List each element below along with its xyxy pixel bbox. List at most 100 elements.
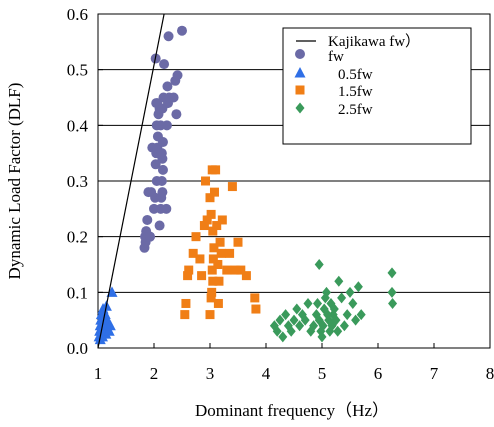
- x-tick-label: 5: [318, 364, 327, 383]
- data-point: [278, 331, 288, 343]
- data-point: [142, 214, 153, 225]
- data-point: [342, 309, 352, 321]
- data-point: [191, 232, 201, 242]
- data-point: [197, 271, 207, 281]
- legend-marker-icon: [295, 49, 305, 59]
- data-point: [208, 226, 218, 236]
- data-point: [225, 248, 235, 258]
- data-point: [171, 109, 182, 120]
- legend-label: Kajikawa fw）: [328, 33, 420, 50]
- data-point: [222, 265, 232, 275]
- data-point: [303, 297, 313, 309]
- data-point: [286, 325, 296, 337]
- data-point: [313, 297, 323, 309]
- data-point: [208, 254, 218, 264]
- data-point: [295, 320, 305, 332]
- data-point: [275, 314, 285, 326]
- data-point: [216, 248, 226, 258]
- data-point: [292, 303, 302, 315]
- data-point: [339, 320, 349, 332]
- data-point: [163, 31, 174, 42]
- data-point: [104, 319, 116, 331]
- data-point: [157, 164, 168, 175]
- series-2-5fw: [269, 259, 398, 343]
- data-point: [227, 182, 237, 192]
- data-point: [180, 310, 190, 320]
- y-tick-label: 0.3: [67, 172, 88, 191]
- data-point: [157, 187, 168, 198]
- x-tick-label: 4: [262, 364, 271, 383]
- data-point: [356, 309, 366, 321]
- data-point: [195, 254, 205, 264]
- legend-item-fw: fw: [295, 49, 344, 65]
- y-tick-label: 0.6: [67, 5, 88, 24]
- data-point: [251, 304, 261, 314]
- data-point: [157, 137, 168, 148]
- data-point: [213, 298, 223, 308]
- data-point: [241, 271, 251, 281]
- data-point: [156, 176, 167, 186]
- data-point: [205, 310, 215, 320]
- data-point: [103, 325, 115, 336]
- data-point: [281, 309, 291, 321]
- data-points: [93, 25, 398, 345]
- data-point: [211, 165, 221, 175]
- data-point: [188, 248, 198, 258]
- data-point: [388, 297, 398, 309]
- data-point: [333, 325, 343, 337]
- y-axis-ticks: 0.0 0.1 0.2 0.3 0.4 0.5 0.6: [67, 5, 103, 358]
- x-tick-label: 6: [374, 364, 383, 383]
- data-point: [329, 303, 339, 315]
- x-tick-label: 2: [150, 364, 159, 383]
- data-point: [289, 314, 299, 326]
- legend-marker-icon: [295, 85, 305, 95]
- data-point: [250, 293, 260, 303]
- data-point: [202, 215, 212, 225]
- y-tick-label: 0.5: [67, 61, 88, 80]
- data-point: [212, 221, 222, 231]
- data-point: [207, 287, 217, 297]
- data-point: [162, 81, 173, 92]
- series-0-5fw: [93, 286, 118, 345]
- data-point: [217, 215, 227, 225]
- legend-box: [282, 27, 472, 145]
- data-point: [353, 281, 363, 293]
- legend-label: fw: [328, 49, 344, 65]
- series-1-5fw: [180, 165, 261, 320]
- data-point: [150, 159, 161, 170]
- y-tick-label: 0.1: [67, 283, 88, 302]
- data-point: [172, 70, 183, 81]
- data-point: [309, 320, 319, 332]
- data-point: [184, 265, 194, 275]
- data-point: [272, 325, 282, 337]
- data-point: [199, 221, 209, 231]
- data-point: [214, 276, 224, 286]
- x-axis-title: Dominant frequency（Hz）: [195, 401, 389, 420]
- legend-label: 2.5fw: [338, 102, 373, 118]
- data-point: [213, 260, 223, 269]
- data-point: [321, 286, 331, 298]
- data-point: [233, 237, 243, 247]
- data-point: [215, 237, 225, 247]
- data-point: [208, 276, 218, 286]
- data-point: [230, 265, 240, 275]
- data-point: [317, 331, 327, 343]
- y-tick-label: 0.4: [67, 116, 89, 135]
- data-point: [181, 298, 191, 308]
- legend-marker-icon: [295, 102, 305, 114]
- y-tick-label: 0.0: [67, 339, 88, 358]
- data-point: [236, 265, 246, 275]
- data-point: [300, 314, 310, 326]
- data-point: [334, 275, 344, 287]
- data-point: [318, 320, 328, 332]
- x-tick-label: 3: [206, 364, 215, 383]
- data-point: [387, 267, 397, 279]
- data-point: [177, 25, 187, 36]
- data-point: [154, 220, 165, 231]
- data-point: [348, 297, 358, 309]
- data-point: [387, 286, 397, 298]
- legend-item-2-5fw: 2.5fw: [295, 102, 373, 118]
- kajikawa-line-group: [97, 13, 165, 349]
